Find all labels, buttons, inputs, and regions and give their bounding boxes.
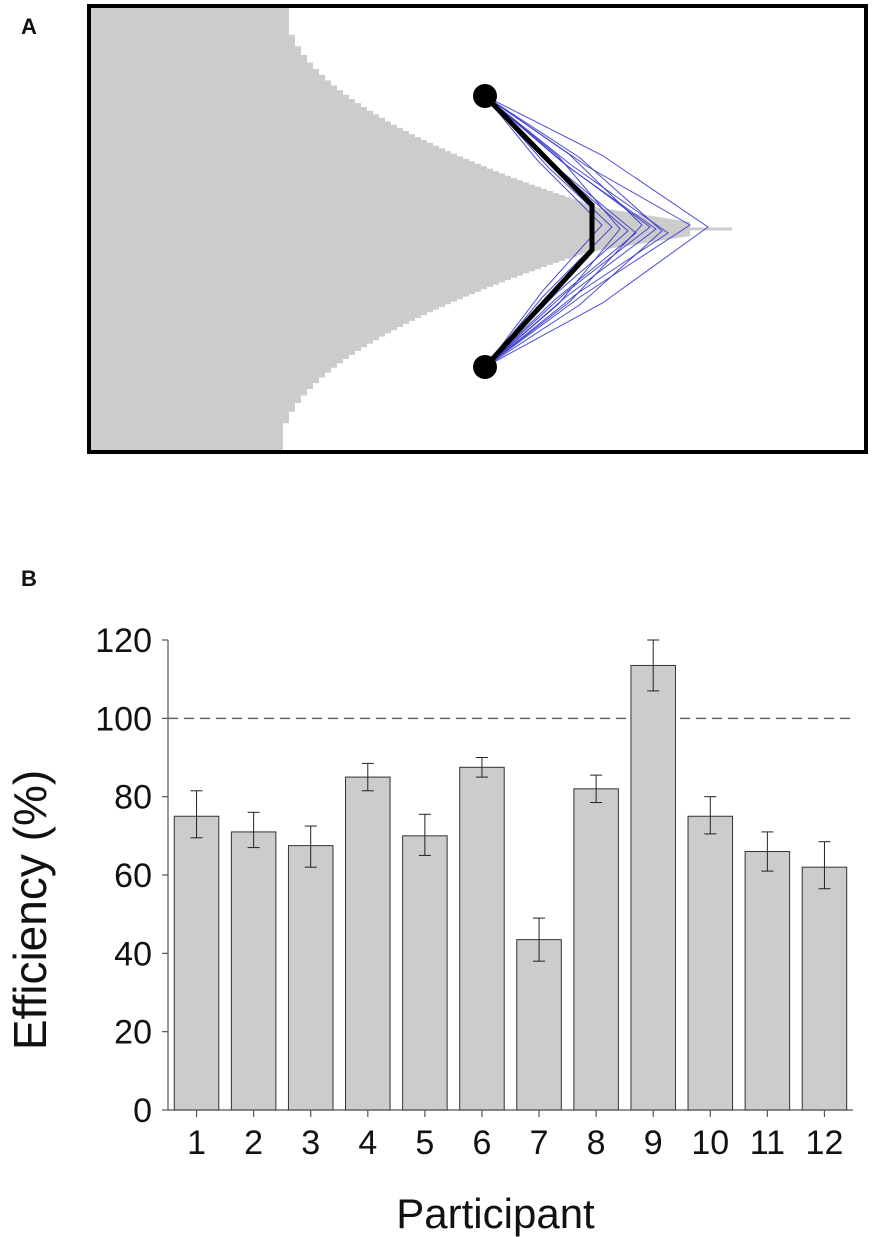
x-tick-label: 10 bbox=[691, 1124, 729, 1162]
y-tick-label: 0 bbox=[133, 1092, 152, 1130]
x-tick-label: 3 bbox=[301, 1124, 320, 1162]
start-marker bbox=[473, 84, 497, 108]
bar-3 bbox=[287, 845, 334, 1111]
y-tick-label: 80 bbox=[114, 779, 152, 817]
trajectory-line bbox=[484, 95, 691, 368]
bar-12 bbox=[801, 866, 848, 1111]
end-marker bbox=[473, 355, 497, 379]
x-tick-label: 11 bbox=[750, 1124, 785, 1162]
y-tick-label: 60 bbox=[114, 857, 152, 895]
trajectory-line bbox=[484, 95, 657, 368]
panel-label-b: B bbox=[21, 566, 37, 591]
x-tick-label: 9 bbox=[644, 1124, 663, 1162]
trajectory-line bbox=[484, 95, 613, 368]
panel-label-a: A bbox=[21, 14, 37, 39]
y-tick-label: 20 bbox=[114, 1014, 152, 1052]
bar-1 bbox=[173, 815, 220, 1111]
bar-6 bbox=[459, 766, 505, 1111]
bar-5 bbox=[402, 835, 448, 1111]
trajectory-line bbox=[484, 95, 663, 368]
trajectory-diagram bbox=[87, 4, 868, 454]
bar-2 bbox=[230, 831, 277, 1111]
bar-4 bbox=[345, 776, 391, 1111]
reference-path bbox=[483, 94, 595, 369]
explored-region bbox=[89, 6, 690, 452]
x-tick-label: 8 bbox=[587, 1124, 606, 1162]
x-tick-label: 7 bbox=[530, 1124, 549, 1162]
x-tick-label: 5 bbox=[415, 1124, 434, 1162]
y-tick-label: 120 bbox=[95, 622, 152, 660]
y-axis-label: Efficiency (%) bbox=[4, 770, 56, 1050]
trajectory-line bbox=[484, 95, 603, 368]
bar-8 bbox=[573, 788, 619, 1111]
x-tick-label: 12 bbox=[806, 1124, 844, 1162]
trajectory-line bbox=[484, 95, 709, 368]
y-tick-label: 100 bbox=[95, 700, 152, 738]
bar-10 bbox=[687, 815, 734, 1111]
x-axis-label: Participant bbox=[396, 1190, 595, 1237]
trajectory-line bbox=[484, 95, 669, 368]
bar-9 bbox=[630, 664, 676, 1111]
bar-7 bbox=[516, 939, 562, 1111]
x-tick-label: 6 bbox=[472, 1124, 491, 1162]
x-tick-label: 1 bbox=[187, 1124, 206, 1162]
y-tick-label: 40 bbox=[114, 935, 152, 973]
diagram-frame bbox=[87, 4, 868, 454]
x-tick-label: 4 bbox=[358, 1124, 377, 1162]
bar-11 bbox=[744, 851, 791, 1111]
x-tick-label: 2 bbox=[244, 1124, 263, 1162]
